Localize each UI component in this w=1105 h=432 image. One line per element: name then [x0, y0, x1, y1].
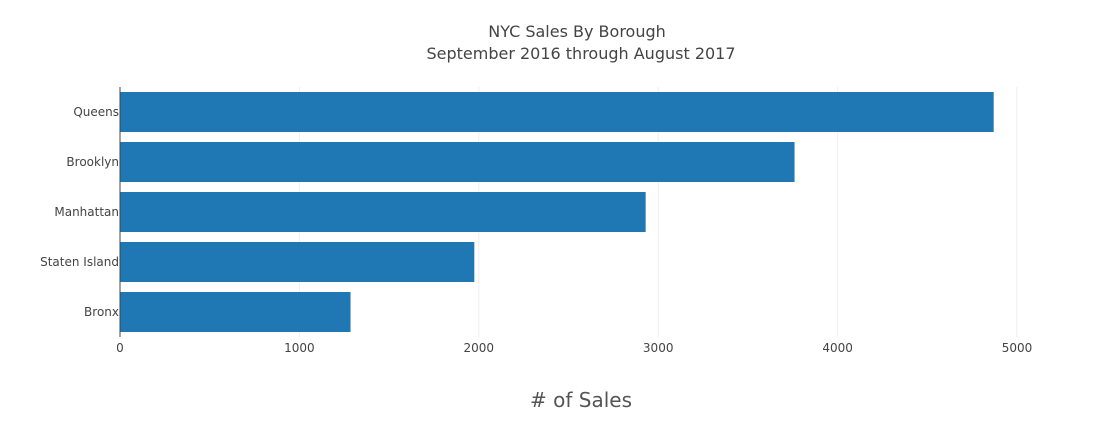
x-tick-labels: 0 1000 2000 3000 4000 5000 [116, 341, 1032, 355]
chart-subtitle: September 2016 through August 2017 [426, 44, 735, 63]
y-tick-label: Brooklyn [66, 155, 119, 169]
bar-queens[interactable] [120, 92, 994, 132]
y-tick-label: Queens [73, 105, 119, 119]
y-tick-label: Bronx [84, 305, 119, 319]
x-tick-label: 3000 [643, 341, 674, 355]
bar-manhattan[interactable] [120, 192, 646, 232]
x-tick-label: 5000 [1002, 341, 1033, 355]
bar-brooklyn[interactable] [120, 142, 795, 182]
bar-staten-island[interactable] [120, 242, 475, 282]
x-tick-label: 2000 [464, 341, 495, 355]
x-axis-label: # of Sales [530, 388, 632, 412]
x-tick-label: 4000 [822, 341, 853, 355]
x-tick-label: 0 [116, 341, 124, 355]
y-tick-label: Staten Island [40, 255, 119, 269]
bars [120, 92, 994, 332]
x-tick-label: 1000 [284, 341, 315, 355]
y-tick-labels: Queens Brooklyn Manhattan Staten Island Bron… [40, 105, 119, 319]
bar-bronx[interactable] [120, 292, 351, 332]
chart-title: NYC Sales By Borough [488, 22, 666, 41]
y-tick-label: Manhattan [54, 205, 119, 219]
